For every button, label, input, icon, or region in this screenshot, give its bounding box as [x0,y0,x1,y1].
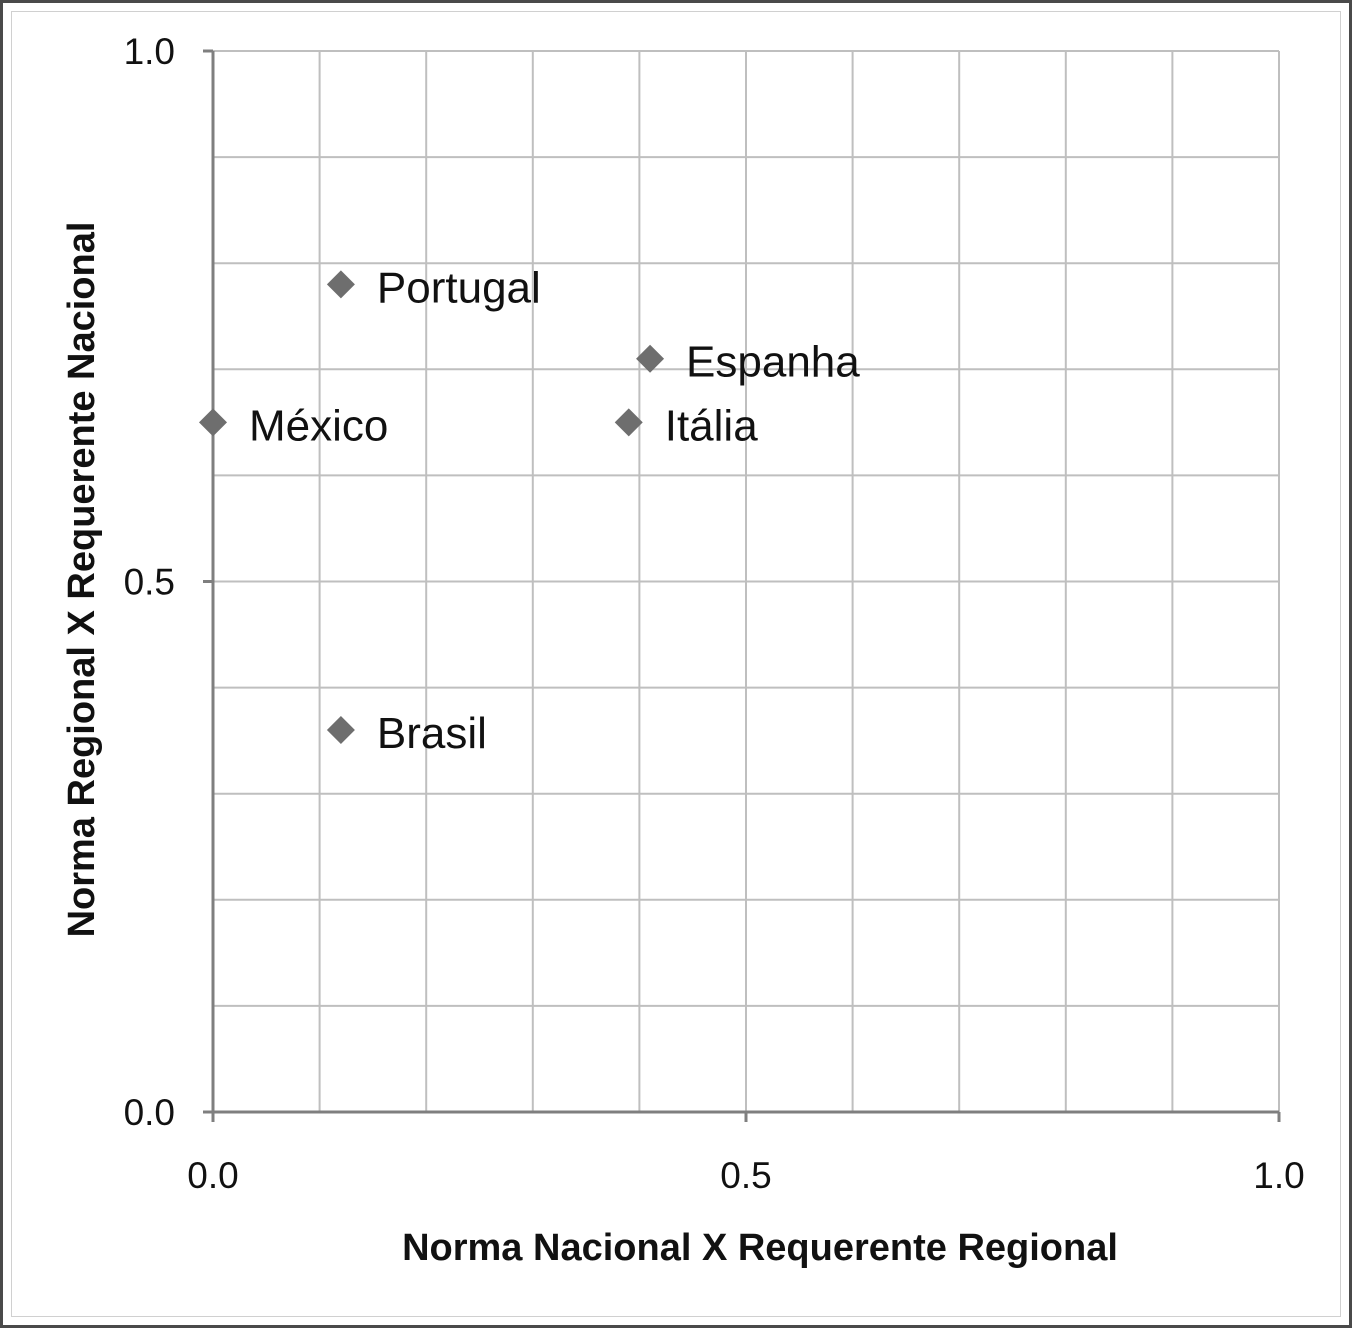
point-label: Portugal [377,263,541,312]
point-label: Itália [665,401,758,450]
chart-inner-border [11,11,1341,1317]
point-marker [199,408,227,437]
point-marker [636,344,665,373]
grid-lines [213,50,1280,1112]
x-tick-label: 0.5 [720,1155,771,1196]
point-label: Brasil [377,709,487,758]
y-axis-title: Norma Regional X Requerente Nacional [61,222,103,938]
tick-labels: 0.0 0.0 0.5 0.5 1.0 1.0 [124,31,1305,1196]
point-marker [326,270,355,299]
data-points: Portugal Espanha México Itália Brasil [199,263,860,758]
x-tick-label: 0.0 [187,1155,238,1196]
y-tick-label: 0.5 [124,562,175,603]
axes [203,49,1281,1122]
point-label: México [249,401,388,450]
point-marker [326,716,355,745]
point-label: Espanha [686,338,860,387]
x-axis-title: Norma Nacional X Requerente Regional [402,1227,1118,1269]
point-marker [614,408,643,437]
y-tick-label: 1.0 [124,31,175,72]
y-tick-label: 0.0 [124,1092,175,1133]
x-tick-label: 1.0 [1253,1155,1304,1196]
